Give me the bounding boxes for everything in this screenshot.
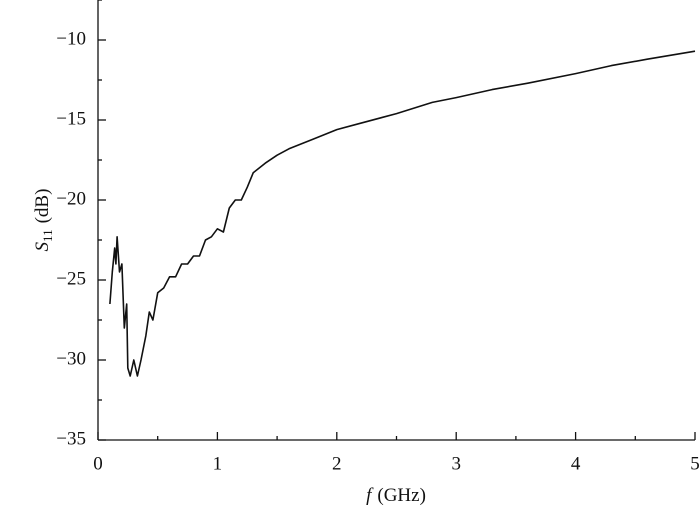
y-tick-label: −20	[56, 188, 86, 209]
x-tick-label: 1	[213, 453, 223, 474]
y-tick-label: −35	[56, 428, 86, 449]
y-label-symbol: S	[32, 241, 53, 251]
x-tick-label: 3	[451, 453, 461, 474]
x-tick-label: 0	[93, 453, 103, 474]
x-tick-label: 2	[332, 453, 342, 474]
y-tick-label: −25	[56, 268, 86, 289]
x-label-symbol: f	[366, 485, 374, 506]
x-tick-label: 4	[571, 453, 581, 474]
y-axis-label: S11 (dB)	[32, 189, 55, 252]
y-label-unit: (dB)	[32, 189, 53, 224]
y-label-subscript: 11	[40, 229, 55, 242]
x-label-unit: (GHz)	[377, 485, 426, 506]
y-tick-label: −30	[56, 348, 86, 369]
y-tick-label: −10	[56, 28, 86, 49]
y-tick-label: −15	[56, 108, 86, 129]
data-line	[109, 50, 696, 377]
x-tick-label: 5	[690, 453, 700, 474]
x-axis-label: f (GHz)	[366, 485, 426, 506]
